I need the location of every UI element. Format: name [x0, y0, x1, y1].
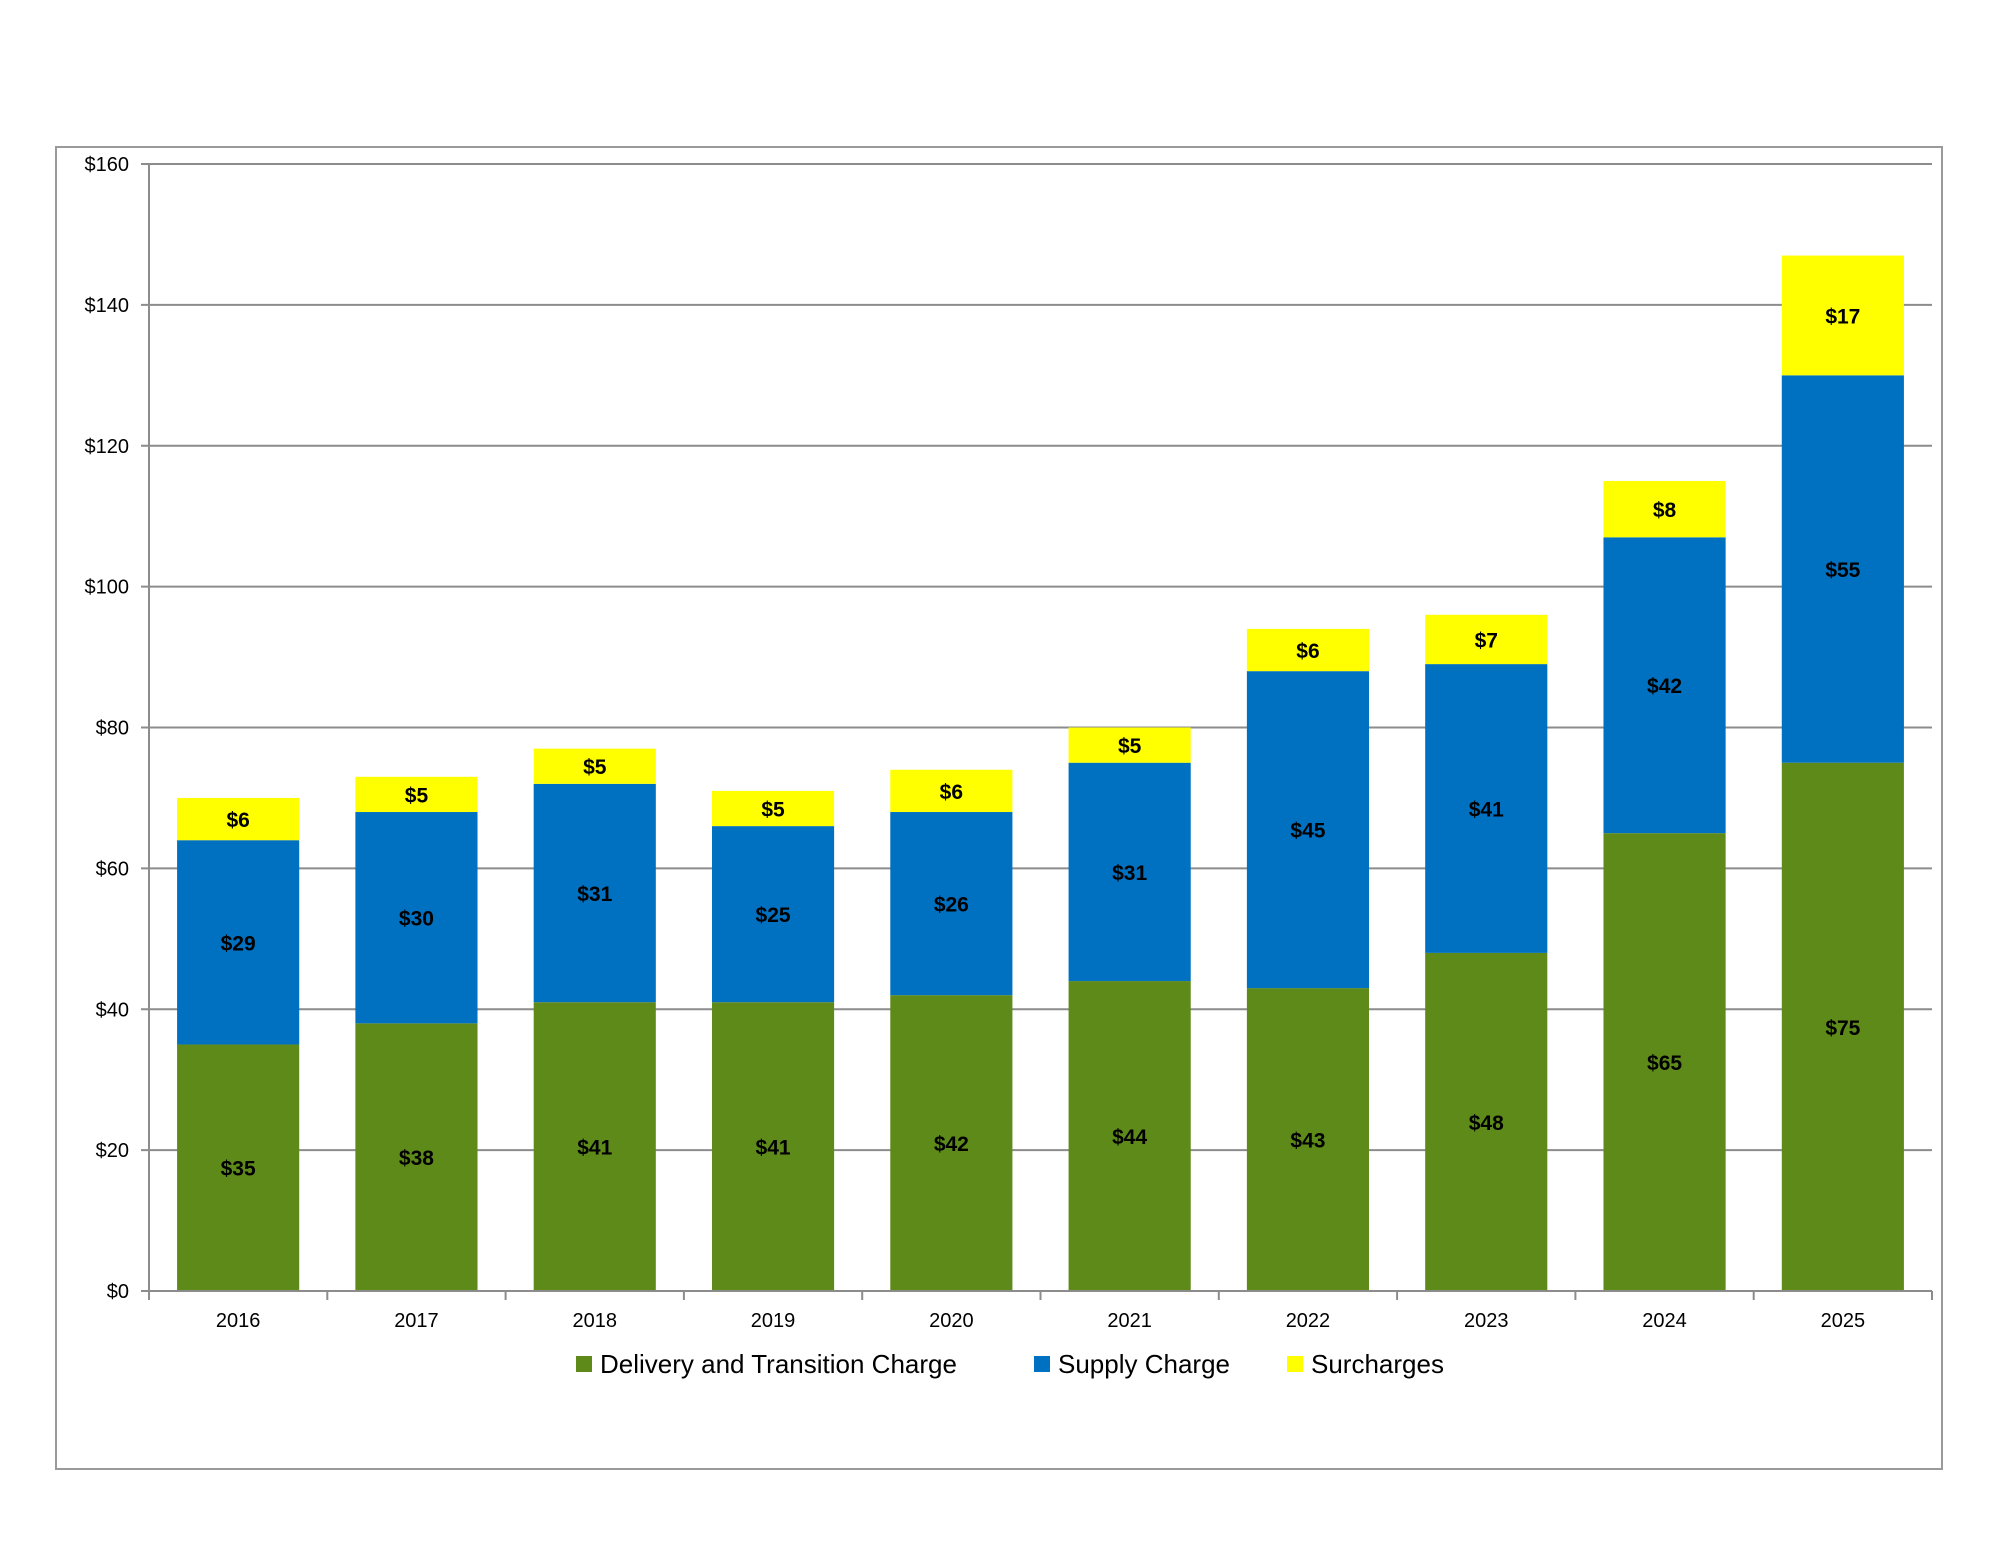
bar-segment: [1425, 614, 1548, 665]
data-label: $25: [756, 904, 791, 927]
data-label: $8: [1653, 499, 1677, 522]
x-tick-label: 2024: [1642, 1310, 1687, 1332]
data-label: $6: [940, 781, 963, 804]
y-tick-label: $40: [96, 999, 129, 1021]
bar-segment: [1068, 762, 1191, 982]
bar-segment: [1246, 671, 1370, 989]
bar-segment: [1781, 762, 1904, 1291]
data-label: $5: [1118, 735, 1142, 758]
bar-segment: [533, 783, 656, 1003]
legend-label: Surcharges: [1311, 1349, 1444, 1379]
data-label: $43: [1290, 1130, 1325, 1153]
bar-segment: [1425, 664, 1548, 953]
bar-segment: [355, 812, 478, 1024]
y-tick-label: $120: [85, 436, 130, 458]
bar-segment: [711, 790, 835, 827]
legend-swatch: [1287, 1356, 1303, 1372]
x-tick-label: 2018: [573, 1310, 618, 1332]
x-tick-label: 2025: [1821, 1310, 1866, 1332]
bar-segment: [177, 840, 300, 1045]
bar-segment: [711, 826, 835, 1003]
y-tick-label: $60: [96, 858, 129, 880]
data-label: $48: [1469, 1112, 1504, 1135]
data-label: $41: [577, 1137, 612, 1160]
bar-segment: [533, 1002, 656, 1291]
bar-segment: [1603, 480, 1726, 538]
bar-segment: [355, 776, 478, 813]
bar-segment: [890, 812, 1013, 996]
data-label: $5: [583, 756, 607, 779]
bar-segment: [1246, 988, 1370, 1291]
data-label: $17: [1825, 305, 1860, 328]
bar-segment: [711, 1002, 835, 1291]
chart-frame: [55, 146, 1943, 1470]
bar-segment: [1781, 255, 1904, 376]
data-label: $42: [1647, 675, 1682, 698]
legend-swatch: [576, 1356, 592, 1372]
data-label: $38: [399, 1147, 434, 1170]
data-label: $42: [934, 1133, 969, 1156]
y-tick-label: $0: [107, 1281, 129, 1303]
data-label: $41: [1469, 799, 1504, 822]
y-tick-label: $80: [96, 718, 129, 740]
bar-segment: [355, 1023, 478, 1291]
x-tick-label: 2022: [1286, 1310, 1331, 1332]
bar-segment: [1603, 537, 1726, 834]
x-tick-label: 2017: [394, 1310, 439, 1332]
data-label: $65: [1647, 1052, 1682, 1075]
y-tick-label: $20: [96, 1140, 129, 1162]
x-tick-label: 2023: [1464, 1310, 1509, 1332]
legend-label: Supply Charge: [1058, 1349, 1230, 1379]
x-tick-label: 2016: [216, 1310, 261, 1332]
bar-segment: [177, 797, 300, 841]
bar-segment: [890, 769, 1013, 813]
bar-segment: [1068, 981, 1191, 1291]
data-label: $26: [934, 894, 969, 917]
data-label: $30: [399, 908, 434, 931]
data-label: $7: [1475, 629, 1498, 652]
bar-segment: [1068, 727, 1191, 763]
data-label: $31: [1112, 862, 1147, 885]
data-label: $44: [1112, 1126, 1147, 1149]
data-label: $55: [1825, 559, 1860, 582]
y-tick-label: $100: [85, 577, 130, 599]
x-tick-label: 2020: [929, 1310, 974, 1332]
data-label: $31: [577, 883, 612, 906]
bar-segment: [533, 748, 656, 784]
bar-segment: [1246, 628, 1370, 672]
x-tick-label: 2021: [1107, 1310, 1152, 1332]
legend-label: Delivery and Transition Charge: [600, 1349, 957, 1379]
data-label: $45: [1290, 820, 1325, 843]
bar-segment: [1781, 375, 1904, 763]
x-tick-label: 2019: [751, 1310, 796, 1332]
data-label: $5: [405, 784, 429, 807]
bar-segment: [1603, 833, 1726, 1291]
data-label: $75: [1825, 1017, 1860, 1040]
bar-segment: [1425, 952, 1548, 1291]
data-label: $6: [1296, 640, 1319, 663]
data-label: $5: [761, 799, 785, 822]
legend-swatch: [1034, 1356, 1050, 1372]
data-label: $29: [221, 932, 256, 955]
bar-segment: [177, 1044, 300, 1291]
data-label: $6: [226, 809, 249, 832]
data-label: $35: [221, 1158, 256, 1181]
data-label: $41: [756, 1137, 791, 1160]
bar-segment: [890, 995, 1013, 1291]
y-tick-label: $140: [85, 295, 130, 317]
y-tick-label: $160: [85, 154, 130, 176]
